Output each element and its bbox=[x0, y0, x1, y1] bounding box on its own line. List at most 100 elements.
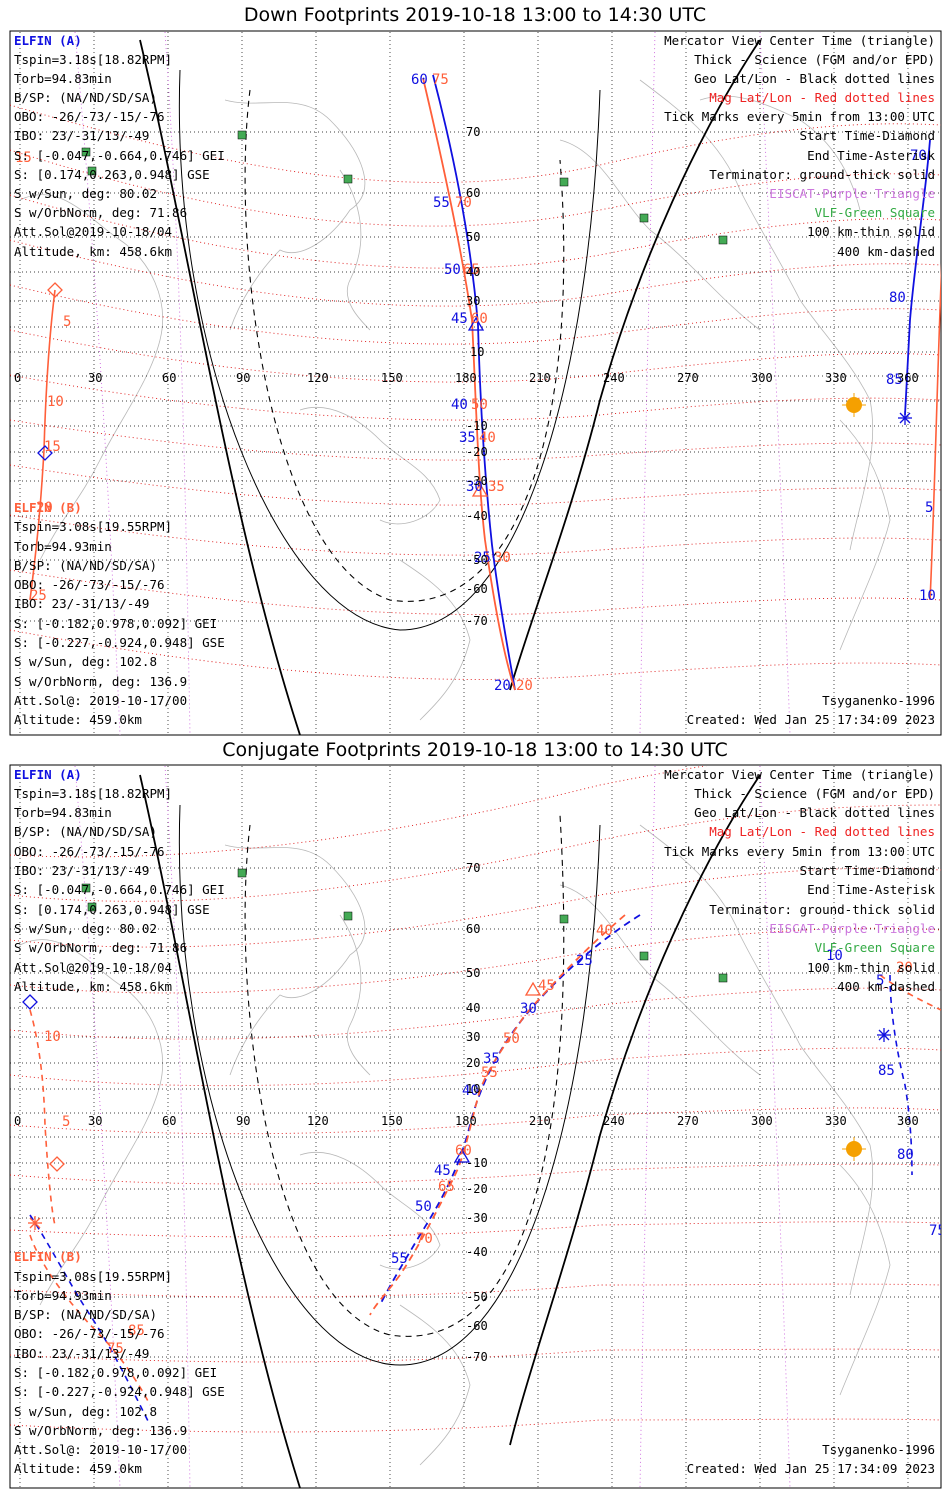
elfin-b-info: ELFIN (B) Tspin=3.08s[19.55RPM] Torb=94.… bbox=[14, 500, 225, 727]
svg-text:-20: -20 bbox=[466, 445, 488, 459]
svg-text:Tspin=3.18s[18.82RPM]: Tspin=3.18s[18.82RPM] bbox=[14, 786, 172, 801]
svg-text:Tspin=3.18s[18.82RPM]: Tspin=3.18s[18.82RPM] bbox=[14, 52, 172, 67]
svg-text:50: 50 bbox=[466, 966, 480, 980]
svg-text:30: 30 bbox=[466, 479, 483, 495]
mag-grid bbox=[10, 766, 941, 1433]
svg-text:85: 85 bbox=[878, 1063, 895, 1079]
svg-text:75: 75 bbox=[432, 72, 449, 88]
svg-text:60: 60 bbox=[162, 371, 176, 385]
svg-text:Created: Wed Jan 25 17:34:09 2: Created: Wed Jan 25 17:34:09 2023 bbox=[687, 1461, 935, 1476]
svg-text:EISCAT-Purple Triangle: EISCAT-Purple Triangle bbox=[769, 186, 935, 201]
svg-text:55: 55 bbox=[433, 195, 450, 211]
center-triangle-b bbox=[471, 482, 489, 497]
track-elfin-a-east bbox=[904, 139, 931, 416]
svg-text:B/SP: (NA/ND/SD/SA): B/SP: (NA/ND/SD/SA) bbox=[14, 558, 157, 573]
svg-text:30: 30 bbox=[466, 1030, 480, 1044]
coastlines bbox=[19, 824, 891, 1466]
track-b-labels: 40 45 50 55 60 65 70 75 10 5 85 20 bbox=[44, 923, 913, 1357]
svg-text:330: 330 bbox=[825, 1114, 847, 1128]
track-elfin-a-west bbox=[29, 1214, 151, 1426]
svg-text:75: 75 bbox=[107, 1341, 124, 1357]
svg-text:S: [0.174,0.263,0.948] GSE: S: [0.174,0.263,0.948] GSE bbox=[14, 167, 210, 182]
svg-text:Torb=94.93min: Torb=94.93min bbox=[14, 539, 112, 554]
map-panel-down: 60 55 50 45 40 35 30 25 20 70 80 85 5 10… bbox=[9, 30, 942, 736]
lon-tick-labels: 0 30 60 90 120 150 180 210 240 270 300 330 360 bbox=[14, 1114, 919, 1128]
svg-text:Mercator View Center Time (tri: Mercator View Center Time (triangle) bbox=[664, 767, 935, 782]
svg-text:40: 40 bbox=[466, 1001, 480, 1015]
sun-icon bbox=[842, 1137, 866, 1161]
track-elfin-b bbox=[369, 914, 626, 1316]
eiscat-meridians bbox=[74, 766, 791, 1488]
svg-text:Att.Sol@: 2019-10-17/00: Att.Sol@: 2019-10-17/00 bbox=[14, 1442, 187, 1457]
svg-text:300: 300 bbox=[751, 371, 773, 385]
svg-text:90: 90 bbox=[236, 371, 250, 385]
svg-text:Tick Marks every 5min from 13:: Tick Marks every 5min from 13:00 UTC bbox=[664, 844, 935, 859]
geo-grid bbox=[10, 766, 941, 1488]
lon-tick-labels: 0 30 60 90 120 150 180 210 240 270 300 330 360 bbox=[14, 371, 919, 385]
svg-text:70: 70 bbox=[910, 148, 927, 164]
svg-text:Att.Sol@: 2019-10-17/00: Att.Sol@: 2019-10-17/00 bbox=[14, 693, 187, 708]
svg-text:5: 5 bbox=[62, 1114, 70, 1130]
coastlines bbox=[19, 79, 891, 721]
svg-text:-30: -30 bbox=[466, 474, 488, 488]
svg-text:Tick Marks every 5min from 13:: Tick Marks every 5min from 13:00 UTC bbox=[664, 109, 935, 124]
svg-text:Start Time-Diamond: Start Time-Diamond bbox=[800, 863, 935, 878]
svg-text:ELFIN (B): ELFIN (B) bbox=[14, 1249, 82, 1264]
svg-text:25: 25 bbox=[30, 588, 47, 604]
svg-text:50: 50 bbox=[466, 230, 480, 244]
svg-text:Tspin=3.08s[19.55RPM]: Tspin=3.08s[19.55RPM] bbox=[14, 519, 172, 534]
svg-text:-60: -60 bbox=[466, 582, 488, 596]
svg-text:210: 210 bbox=[529, 1114, 551, 1128]
svg-text:45: 45 bbox=[538, 978, 555, 994]
track-elfin-a-east bbox=[889, 974, 913, 1176]
svg-text:-70: -70 bbox=[466, 1350, 488, 1364]
svg-text:S: [-0.182,0.978,0.092] GEI: S: [-0.182,0.978,0.092] GEI bbox=[14, 1365, 217, 1380]
svg-text:40: 40 bbox=[462, 1083, 479, 1099]
elfin-a-info: ELFIN (A) Tspin=3.18s[18.82RPM] Torb=94.… bbox=[14, 767, 225, 994]
svg-text:5: 5 bbox=[63, 314, 71, 330]
svg-text:70: 70 bbox=[466, 861, 480, 875]
svg-text:60: 60 bbox=[466, 922, 480, 936]
svg-text:20: 20 bbox=[896, 960, 913, 976]
svg-text:180: 180 bbox=[455, 1114, 477, 1128]
svg-text:-40: -40 bbox=[466, 1245, 488, 1259]
svg-text:S w/Sun, deg: 80.02: S w/Sun, deg: 80.02 bbox=[14, 921, 157, 936]
svg-text:VLF-Green Square: VLF-Green Square bbox=[815, 940, 935, 955]
svg-text:20: 20 bbox=[466, 1056, 480, 1070]
vlf-stations bbox=[81, 130, 728, 245]
end-asterisk-a bbox=[877, 1028, 891, 1042]
svg-text:Att.Sol@2019-10-18/04: Att.Sol@2019-10-18/04 bbox=[14, 224, 172, 239]
svg-text:400 km-dashed: 400 km-dashed bbox=[837, 244, 935, 259]
svg-text:70: 70 bbox=[466, 125, 480, 139]
eiscat-meridians bbox=[74, 32, 791, 735]
svg-text:S w/Sun, deg: 102.8: S w/Sun, deg: 102.8 bbox=[14, 1404, 157, 1419]
svg-text:Geo Lat/Lon - Black dotted lin: Geo Lat/Lon - Black dotted lines bbox=[694, 805, 935, 820]
svg-text:80: 80 bbox=[889, 290, 906, 306]
svg-text:120: 120 bbox=[307, 1114, 329, 1128]
svg-text:End Time-Asterisk: End Time-Asterisk bbox=[807, 148, 935, 163]
lat-tick-labels: 7060504030100-10-20-30-40-50-60-70 bbox=[466, 125, 488, 628]
svg-text:10: 10 bbox=[919, 588, 936, 604]
svg-text:300: 300 bbox=[751, 1114, 773, 1128]
svg-text:OBO: -26/-73/-15/-76: OBO: -26/-73/-15/-76 bbox=[14, 109, 165, 124]
svg-text:65: 65 bbox=[438, 1179, 455, 1195]
svg-text:Tspin=3.08s[19.55RPM]: Tspin=3.08s[19.55RPM] bbox=[14, 1269, 172, 1284]
svg-text:5: 5 bbox=[876, 973, 884, 989]
panel-title-conjugate: Conjugate Footprints 2019-10-18 13:00 to… bbox=[222, 739, 728, 761]
svg-text:S: [-0.182,0.978,0.092] GEI: S: [-0.182,0.978,0.092] GEI bbox=[14, 616, 217, 631]
svg-text:OBO: -26/-73/-15/-76: OBO: -26/-73/-15/-76 bbox=[14, 577, 165, 592]
svg-text:30: 30 bbox=[520, 1001, 537, 1017]
terminator bbox=[139, 39, 761, 735]
svg-text:-10: -10 bbox=[466, 419, 488, 433]
svg-text:IBO: 23/-31/13/-49: IBO: 23/-31/13/-49 bbox=[14, 596, 149, 611]
svg-text:40: 40 bbox=[466, 265, 480, 279]
svg-text:S w/OrbNorm, deg: 71.86: S w/OrbNorm, deg: 71.86 bbox=[14, 940, 187, 955]
svg-text:240: 240 bbox=[603, 1114, 625, 1128]
svg-text:150: 150 bbox=[381, 1114, 403, 1128]
svg-text:S: [-0.227,-0.924,0.948] GSE: S: [-0.227,-0.924,0.948] GSE bbox=[14, 635, 225, 650]
svg-text:25: 25 bbox=[576, 953, 593, 969]
svg-text:360: 360 bbox=[897, 1114, 919, 1128]
svg-text:Altitude: 459.0km: Altitude: 459.0km bbox=[14, 1461, 142, 1476]
svg-text:15: 15 bbox=[44, 439, 61, 455]
svg-text:360: 360 bbox=[897, 371, 919, 385]
